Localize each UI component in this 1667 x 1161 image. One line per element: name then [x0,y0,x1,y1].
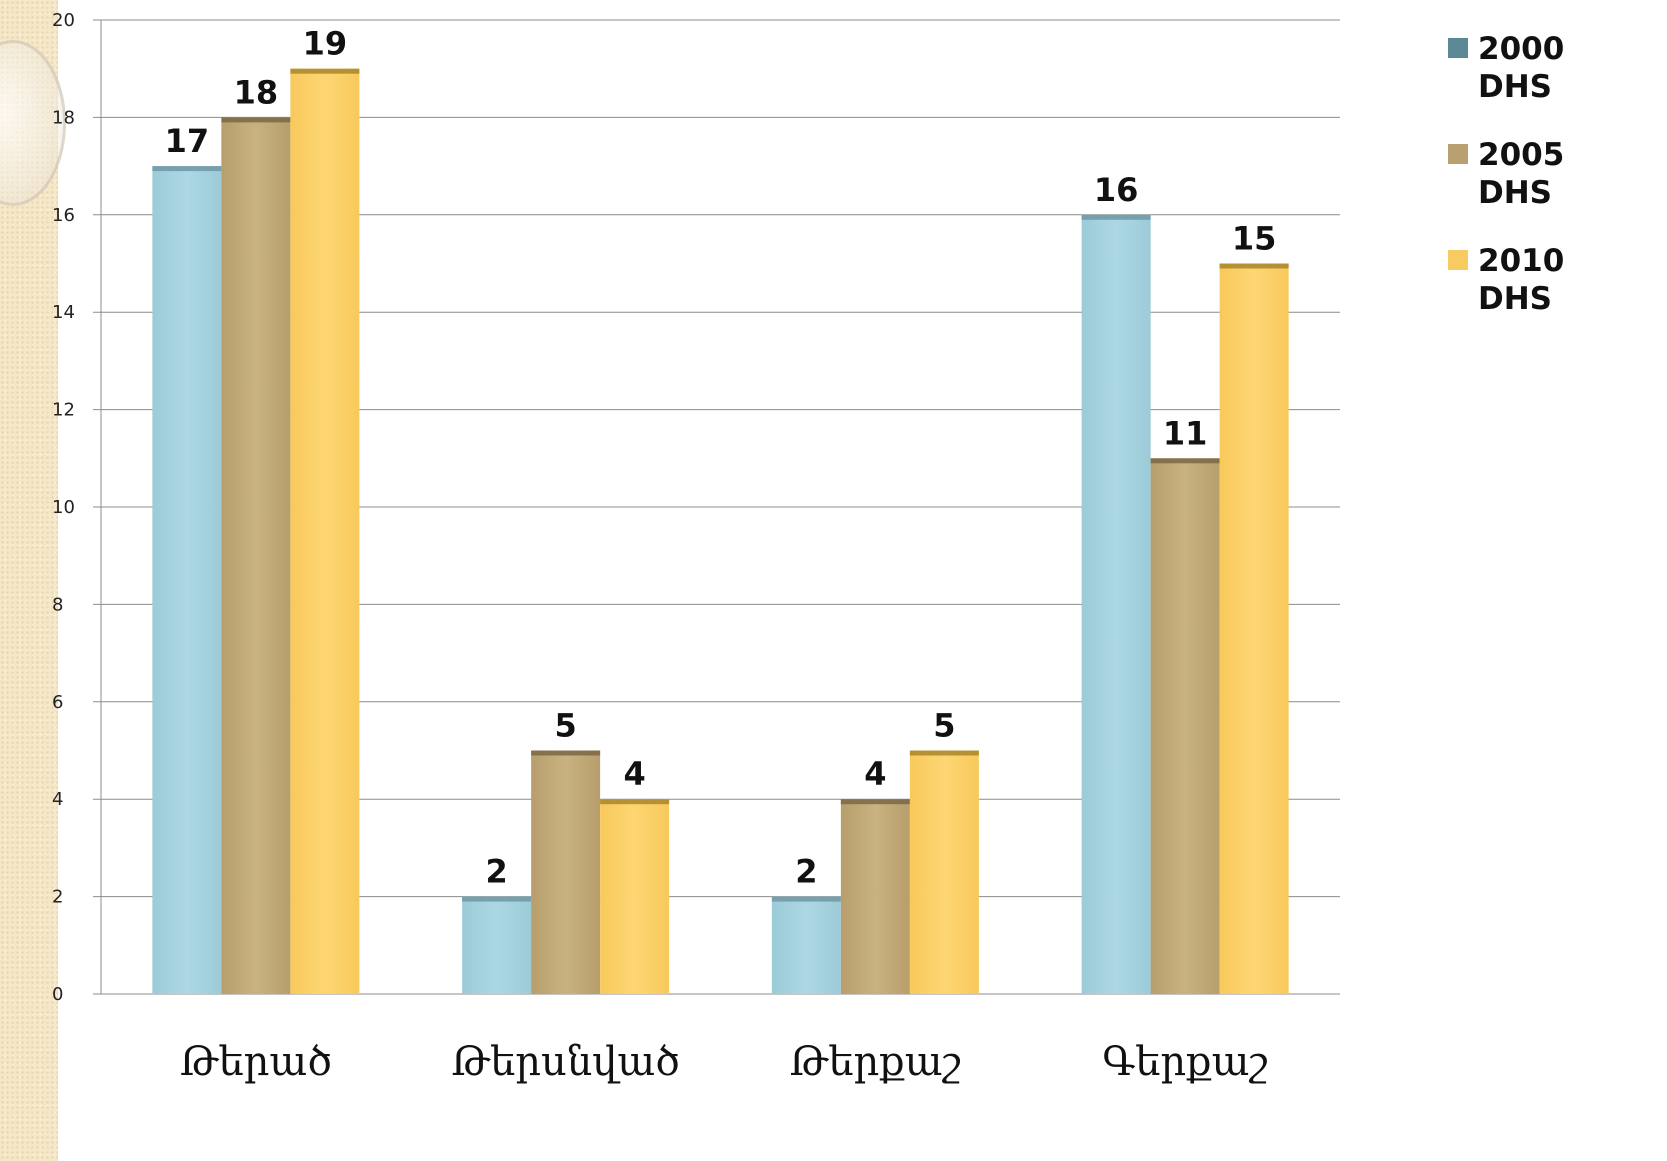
legend-swatch [1448,38,1468,58]
data-label: 2 [485,853,507,891]
data-label: 17 [165,122,210,160]
bar [1150,458,1220,994]
bar [840,799,910,994]
y-tick-label: 8 [52,594,63,615]
y-tick-label: 12 [52,400,75,421]
legend-swatch [1448,144,1468,164]
x-tick-label: Թերած [180,1039,332,1085]
bar-top-edge [840,799,910,805]
data-label: 16 [1094,171,1139,209]
y-tick-label: 4 [52,789,63,810]
data-label: 11 [1163,414,1208,452]
x-tick-label: Գերքաշ [1102,1039,1268,1085]
bar [290,68,360,994]
bar [771,896,841,994]
legend-label: DHS [1478,281,1552,317]
legend-label: DHS [1478,175,1552,211]
bar-top-edge [1219,263,1289,269]
bar [531,750,601,994]
legend-swatch [1448,250,1468,270]
y-tick-label: 20 [52,10,75,31]
bar-top-edge [221,117,291,123]
legend-label: DHS [1478,69,1552,105]
y-tick-label: 16 [52,205,75,226]
y-axis: 0 2 4 6 8 10 12 14 16 18 20 [52,10,102,1005]
bar [909,750,979,994]
bar [1081,214,1151,995]
legend-label: 2005 [1478,137,1564,173]
legend-label: 2010 [1478,243,1564,279]
x-tick-label: Թերսնված [451,1039,680,1085]
data-label: 15 [1232,220,1277,258]
data-label: 5 [933,707,955,745]
bar-top-edge [152,166,222,172]
data-label: 5 [554,707,576,745]
y-tick-label: 6 [52,692,63,713]
y-tick-label: 14 [52,302,75,323]
x-tick-label: Թերքաշ [790,1039,961,1085]
bar-top-edge [531,750,601,756]
y-tick-label: 0 [52,984,63,1005]
y-tick-label: 18 [52,107,75,128]
bar [1219,263,1289,994]
data-label: 19 [303,25,348,63]
data-label: 18 [234,73,279,111]
bar-top-edge [909,750,979,756]
legend-label: 2000 [1478,31,1564,67]
value-labels: 17 18 19 2 5 4 2 4 5 16 11 15 [165,25,1277,891]
y-tick-label: 10 [52,497,75,518]
bar [221,117,291,994]
bar [462,896,532,994]
bar [600,799,670,994]
data-label: 4 [864,755,886,793]
bar-top-edge [600,799,670,805]
data-label: 4 [623,755,645,793]
bar-top-edge [1150,458,1220,464]
bar-top-edge [462,896,532,902]
y-tick-label: 2 [52,887,63,908]
bar [152,166,222,995]
bar-top-edge [1081,214,1151,220]
bars [152,68,1289,995]
bar-top-edge [290,68,360,74]
x-axis: Թերած Թերսնված Թերքաշ Գերքաշ [180,1039,1268,1085]
data-label: 2 [795,853,817,891]
bar-top-edge [771,896,841,902]
